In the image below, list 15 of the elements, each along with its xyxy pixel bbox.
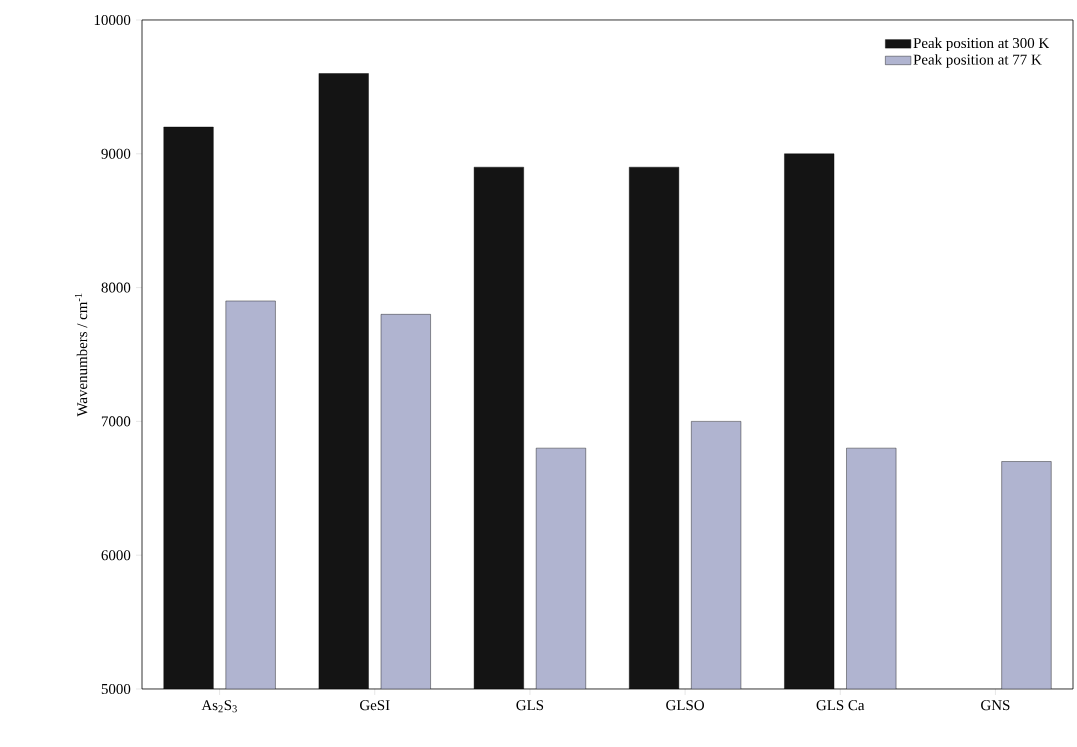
x-tick-label: GLS <box>516 700 544 711</box>
legend-label: Peak position at 300 K <box>913 37 1050 52</box>
y-tick-label: 10000 <box>94 14 131 26</box>
y-tick-label: 7000 <box>101 416 131 427</box>
y-tick-label: 5000 <box>101 683 131 695</box>
x-tick-label: GeSI <box>360 700 390 711</box>
y-tick-label: 6000 <box>101 550 131 561</box>
y-tick-label: 8000 <box>101 282 131 293</box>
y-tick-label: 9000 <box>101 148 131 159</box>
y-axis-title: Wavenumbers / cm$^{-1}$ <box>74 293 88 417</box>
x-tick-label: GLSO <box>666 700 704 711</box>
x-tick-label: GNS <box>981 700 1010 711</box>
x-tick-label: As$_{2}$S$_{3}$ <box>201 700 237 713</box>
x-tick-label: GLS Ca <box>816 700 865 711</box>
legend-label: Peak position at 77 K <box>913 54 1042 68</box>
